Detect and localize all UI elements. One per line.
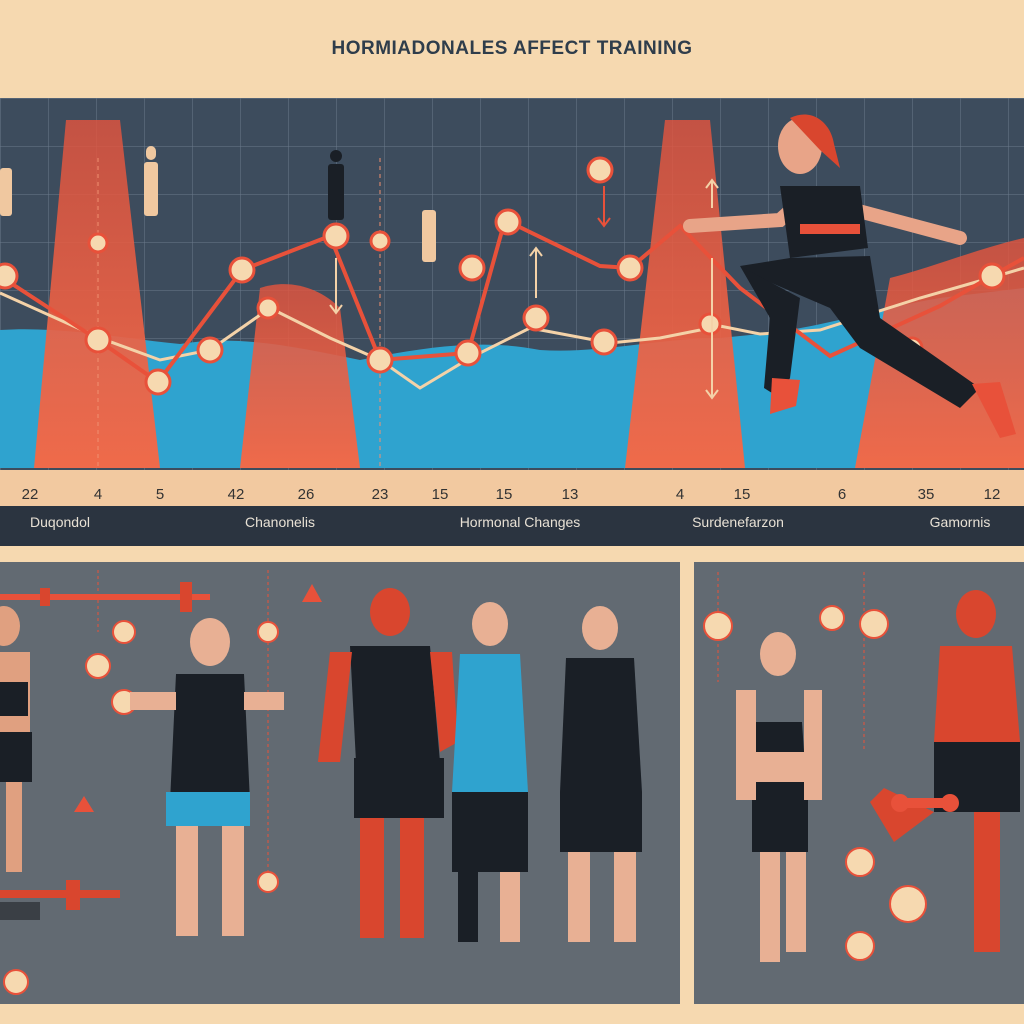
athletes-panel-right — [694, 562, 1024, 1004]
x-axis-tick: 23 — [371, 486, 389, 503]
data-marker — [978, 262, 1006, 290]
data-marker — [586, 156, 614, 184]
page-title: HORMIADONALES AFFECT TRAINING — [331, 38, 693, 59]
data-marker — [322, 222, 350, 250]
hormone-peak-1 — [34, 120, 160, 468]
hormone-peak-4 — [855, 238, 1024, 468]
x-axis-tick: 42 — [227, 486, 245, 503]
x-axis-tick: 15 — [733, 486, 751, 503]
data-marker — [366, 346, 394, 374]
x-axis-tick: 6 — [837, 486, 847, 503]
marker-circle — [859, 609, 889, 639]
person-figure-icon — [422, 210, 436, 262]
data-marker — [454, 339, 482, 367]
arrow-up-icon — [74, 796, 94, 812]
data-marker — [590, 328, 618, 356]
arrow-down-icon — [597, 186, 611, 228]
athlete-figure-5 — [560, 606, 642, 942]
bench-icon — [0, 880, 120, 920]
x-axis-tick: 4 — [93, 486, 103, 503]
section-label: Chanonelis — [244, 514, 316, 530]
x-axis-tick: 15 — [431, 486, 449, 503]
marker-circle — [85, 653, 111, 679]
arrow-down-icon — [329, 258, 343, 315]
athlete-figure-2 — [130, 618, 284, 936]
marker-circle — [845, 931, 875, 961]
data-marker — [256, 296, 280, 320]
data-marker — [0, 262, 19, 290]
x-axis-tick: 26 — [297, 486, 315, 503]
data-marker — [144, 368, 172, 396]
x-axis-tick: 13 — [561, 486, 579, 503]
hormone-peak-3 — [625, 120, 745, 468]
data-marker — [84, 326, 112, 354]
x-axis-tick: 12 — [983, 486, 1001, 503]
arrow-up-icon — [529, 246, 543, 298]
athlete-figure-4 — [452, 602, 528, 942]
hormone-chart — [0, 98, 1024, 546]
hormone-chart-panel — [0, 98, 1024, 546]
arrow-up-icon — [302, 584, 322, 602]
data-marker — [87, 232, 109, 254]
x-axis-tick: 22 — [21, 486, 39, 503]
athlete-figure-1 — [0, 606, 32, 872]
marker-circle — [257, 871, 279, 893]
person-figure-icon — [0, 168, 12, 216]
marker-circle — [819, 605, 845, 631]
athletes-illustration — [0, 570, 642, 995]
data-marker — [616, 254, 644, 282]
athlete-figure-3 — [318, 588, 458, 938]
marker-circle — [257, 621, 279, 643]
arrow-up-down-icon — [705, 178, 719, 400]
section-label: Surdenefarzon — [692, 514, 784, 530]
jumping-athlete — [683, 114, 1016, 438]
data-marker — [369, 230, 391, 252]
data-marker — [196, 336, 224, 364]
data-marker — [522, 304, 550, 332]
marker-circle — [3, 969, 29, 995]
barbell-icon — [0, 582, 210, 612]
x-axis-tick: 4 — [675, 486, 685, 503]
section-label: Gamornis — [929, 514, 991, 530]
data-marker — [228, 256, 256, 284]
marker-circle — [845, 847, 875, 877]
data-marker — [698, 312, 722, 336]
dumbbell-icon — [891, 794, 959, 812]
section-band — [0, 506, 1024, 546]
athlete-figure-6 — [736, 632, 822, 962]
section-label: Hormonal Changes — [459, 514, 581, 530]
person-figure-icon — [330, 150, 342, 162]
athletes-panel-left — [0, 562, 680, 1004]
person-figure-icon — [328, 164, 344, 220]
marker-circle — [889, 885, 927, 923]
hormone-peak-2 — [240, 284, 360, 468]
section-label: Duqondol — [30, 514, 90, 530]
person-figure-icon — [146, 146, 156, 160]
marker-circle — [112, 620, 136, 644]
x-axis-tick: 5 — [155, 486, 165, 503]
data-marker — [458, 254, 486, 282]
x-axis-tick: 15 — [495, 486, 513, 503]
marker-circle — [703, 611, 733, 641]
person-figure-icon — [144, 162, 158, 216]
athletes-illustration-right — [703, 572, 1020, 962]
x-axis-tick: 35 — [917, 486, 935, 503]
data-marker — [494, 208, 522, 236]
